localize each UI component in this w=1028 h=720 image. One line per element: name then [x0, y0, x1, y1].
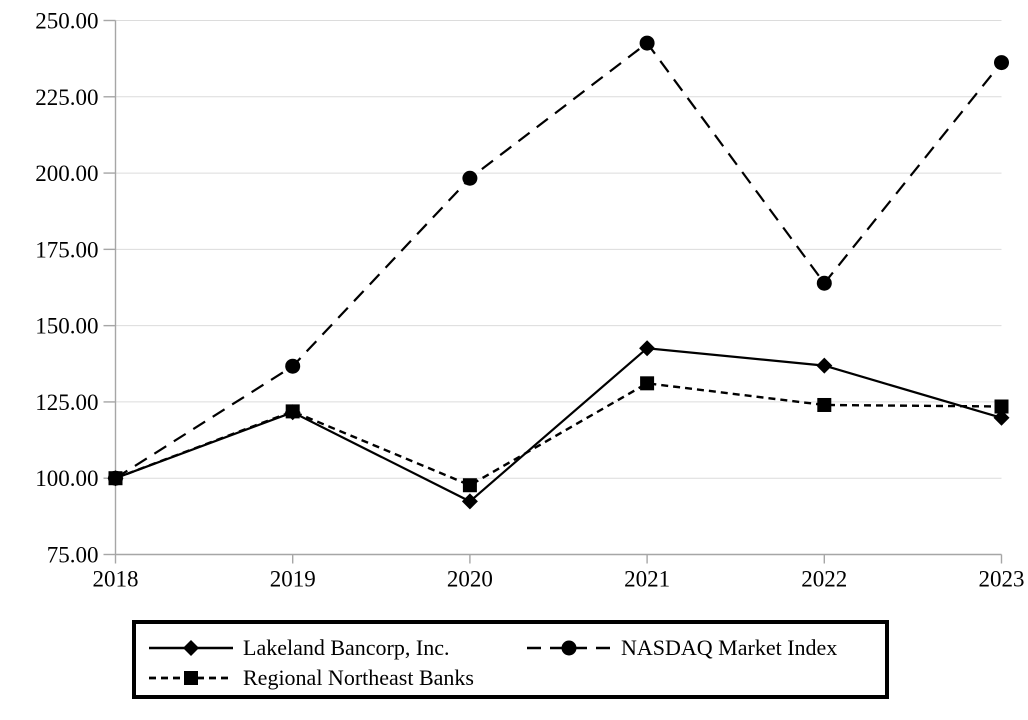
series-regional-northeast-banks	[108, 376, 1009, 493]
x-tick-label: 2023	[979, 567, 1025, 592]
legend-sample-dash-circle-icon	[527, 640, 611, 656]
legend-sample-dash-square-icon	[149, 671, 233, 685]
y-tick-label: 75.00	[47, 543, 99, 568]
chart-legend: Lakeland Bancorp, Inc. NASDAQ Market Ind…	[132, 620, 889, 699]
legend-item-lakeland-bancorp: Lakeland Bancorp, Inc.	[148, 635, 449, 661]
series-lakeland-bancorp-inc	[107, 340, 1010, 510]
y-tick-label: 125.00	[35, 390, 98, 415]
legend-sample-solid-diamond-icon	[149, 640, 233, 656]
x-tick-label: 2021	[624, 567, 670, 592]
legend-item-regional-northeast-banks: Regional Northeast Banks	[148, 665, 474, 691]
y-axis-tick-labels: 75.00 100.00 125.00 150.00 175.00 200.00 225.0…	[35, 9, 98, 568]
legend-label-nasdaq-index: NASDAQ Market Index	[621, 635, 838, 660]
legend-label-lakeland-bancorp: Lakeland Bancorp, Inc.	[243, 635, 450, 660]
y-tick-label: 250.00	[35, 9, 98, 34]
legend-item-nasdaq-index: NASDAQ Market Index	[526, 635, 837, 661]
y-tick-label: 175.00	[35, 237, 98, 262]
axes	[103, 19, 1003, 564]
x-tick-label: 2020	[447, 567, 493, 592]
gridlines	[115, 20, 1002, 479]
y-tick-label: 150.00	[35, 314, 98, 339]
x-tick-label: 2018	[93, 567, 139, 592]
x-tick-label: 2022	[801, 567, 847, 592]
x-axis-tick-labels: 2018 2019 2020 2021 2022 2023	[93, 567, 1025, 592]
chart-canvas: 75.00 100.00 125.00 150.00 175.00 200.00 225.0…	[35, 9, 1025, 592]
x-tick-label: 2019	[270, 567, 316, 592]
series-nasdaq-market-index	[108, 35, 1009, 486]
legend-label-regional-northeast-banks: Regional Northeast Banks	[243, 665, 474, 690]
y-tick-label: 225.00	[35, 85, 98, 110]
y-tick-label: 200.00	[35, 161, 98, 186]
y-tick-label: 100.00	[35, 466, 98, 491]
